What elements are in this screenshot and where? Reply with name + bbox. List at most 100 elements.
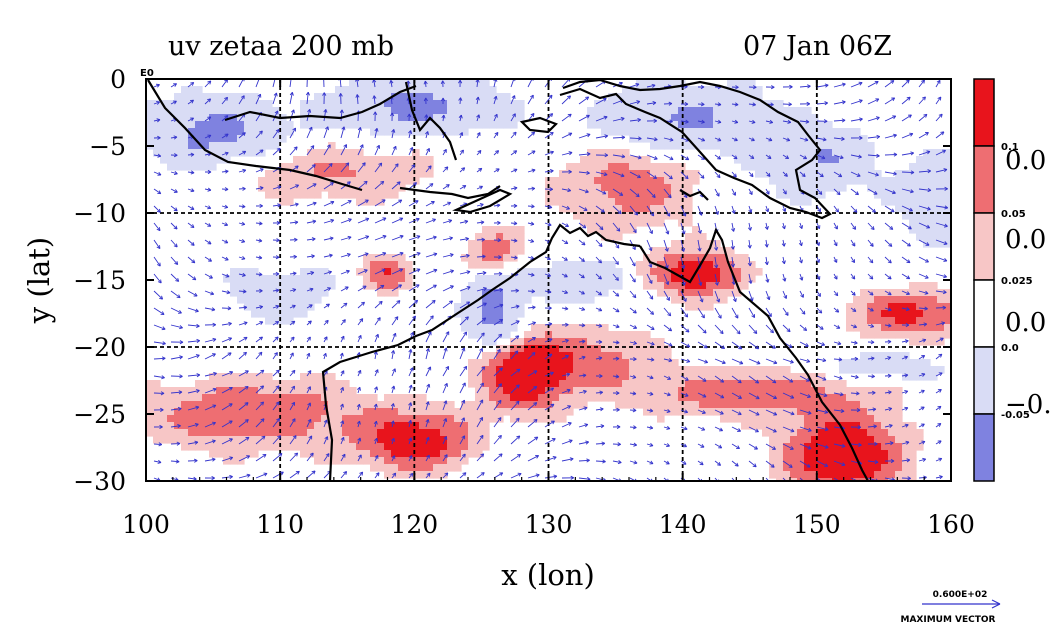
field-cell bbox=[741, 373, 749, 381]
wind-vector-head bbox=[632, 294, 637, 299]
field-cell bbox=[251, 422, 259, 430]
field-cell bbox=[321, 100, 329, 108]
field-cell bbox=[566, 324, 574, 332]
field-cell bbox=[314, 387, 322, 395]
field-cell bbox=[839, 394, 847, 402]
field-cell bbox=[944, 219, 951, 227]
field-cell bbox=[426, 100, 434, 108]
wind-vector-head bbox=[426, 472, 431, 477]
field-cell bbox=[902, 212, 910, 220]
field-cell bbox=[174, 408, 182, 416]
field-cell bbox=[188, 156, 196, 164]
field-cell bbox=[181, 415, 189, 423]
field-cell bbox=[720, 268, 728, 276]
wind-vector-head bbox=[730, 245, 735, 250]
field-cell bbox=[587, 226, 595, 234]
wind-vector bbox=[391, 472, 397, 479]
wind-vector bbox=[646, 392, 654, 395]
wind-vector-head bbox=[461, 347, 466, 352]
field-cell bbox=[839, 163, 847, 171]
field-cell bbox=[552, 198, 560, 206]
field-cell bbox=[818, 163, 826, 171]
wind-vector bbox=[289, 352, 294, 360]
field-cell bbox=[279, 443, 287, 451]
wind-vector bbox=[612, 117, 625, 122]
field-cell bbox=[692, 366, 700, 374]
field-cell bbox=[279, 275, 287, 283]
wind-vector-head bbox=[276, 220, 281, 226]
field-cell bbox=[860, 317, 868, 325]
field-cell bbox=[622, 380, 630, 388]
field-cell bbox=[335, 408, 343, 416]
field-cell bbox=[356, 93, 364, 101]
field-cell bbox=[244, 296, 252, 304]
wind-vector-head bbox=[412, 315, 416, 320]
field-cell bbox=[874, 401, 882, 409]
field-cell bbox=[573, 184, 581, 192]
field-cell bbox=[832, 380, 840, 388]
field-cell bbox=[580, 184, 588, 192]
field-cell bbox=[769, 429, 777, 437]
wind-vector-head bbox=[308, 126, 313, 131]
field-cell bbox=[881, 415, 889, 423]
field-cell bbox=[573, 380, 581, 388]
field-cell bbox=[482, 303, 490, 311]
field-cell bbox=[601, 219, 609, 227]
wind-vector-head bbox=[194, 308, 199, 313]
field-cell bbox=[895, 310, 903, 318]
wind-vector bbox=[442, 400, 447, 411]
wind-vector-head bbox=[478, 167, 483, 172]
wind-vector-head bbox=[381, 268, 386, 273]
field-cell bbox=[685, 114, 693, 122]
field-cell bbox=[727, 128, 735, 136]
field-cell bbox=[937, 366, 945, 374]
field-cell bbox=[202, 114, 210, 122]
wind-vector bbox=[408, 130, 412, 139]
wind-vector bbox=[340, 387, 344, 394]
field-cell bbox=[384, 86, 392, 94]
field-cell bbox=[636, 261, 644, 269]
field-cell bbox=[930, 226, 938, 234]
field-cell bbox=[657, 387, 665, 395]
field-cell bbox=[363, 184, 371, 192]
field-cell bbox=[377, 163, 385, 171]
field-cell bbox=[580, 380, 588, 388]
field-cell bbox=[741, 261, 749, 269]
wind-vector-head bbox=[666, 443, 670, 448]
field-cell bbox=[650, 408, 658, 416]
field-cell bbox=[615, 352, 623, 360]
wind-vector-head bbox=[535, 454, 540, 459]
field-cell bbox=[860, 436, 868, 444]
field-cell bbox=[860, 142, 868, 150]
wind-vector bbox=[799, 443, 812, 450]
wind-vector-head bbox=[751, 314, 756, 318]
field-cell bbox=[307, 373, 315, 381]
field-cell bbox=[685, 219, 693, 227]
field-cell bbox=[356, 79, 364, 87]
field-cell bbox=[839, 464, 847, 472]
field-cell bbox=[503, 247, 511, 255]
field-cell bbox=[251, 450, 259, 458]
field-cell bbox=[461, 415, 469, 423]
field-cell bbox=[503, 401, 511, 409]
field-cell bbox=[335, 450, 343, 458]
wind-vector bbox=[204, 80, 212, 88]
field-cell bbox=[720, 100, 728, 108]
wind-vector bbox=[306, 470, 316, 479]
wind-vector bbox=[731, 392, 742, 399]
wind-vector-head bbox=[375, 472, 380, 477]
wind-vector bbox=[680, 205, 687, 217]
field-cell bbox=[202, 408, 210, 416]
wind-vector-head bbox=[669, 137, 674, 142]
wind-vector bbox=[272, 418, 280, 428]
wind-vector bbox=[459, 254, 470, 258]
field-cell bbox=[510, 233, 518, 241]
field-cell bbox=[797, 436, 805, 444]
wind-vector-head bbox=[681, 248, 686, 252]
wind-vector bbox=[425, 315, 434, 326]
field-cell bbox=[643, 163, 651, 171]
wind-vector-head bbox=[228, 386, 233, 391]
field-cell bbox=[335, 436, 343, 444]
wind-vector bbox=[663, 341, 673, 347]
field-cell bbox=[398, 464, 406, 472]
